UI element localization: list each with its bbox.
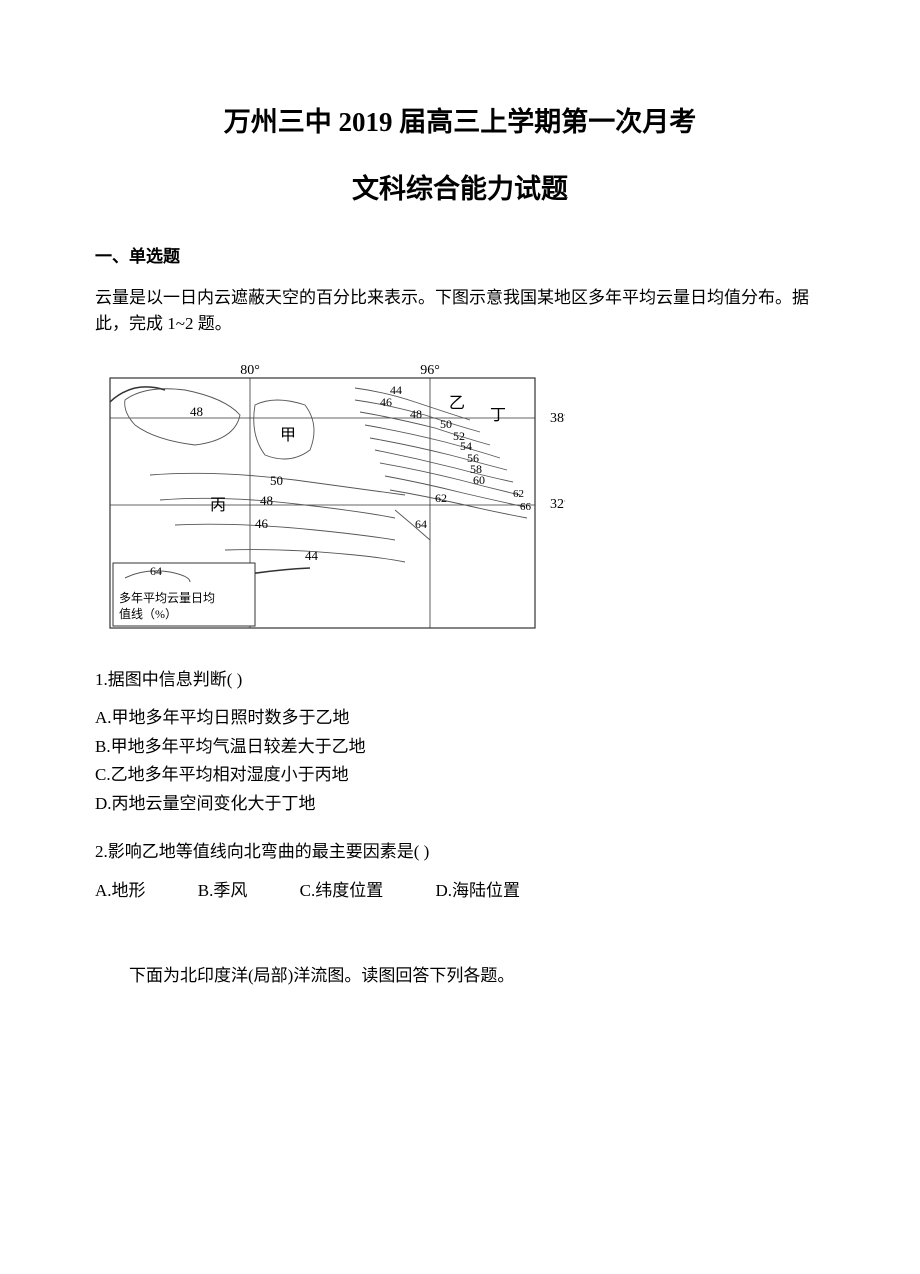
svg-text:甲: 甲: [280, 427, 296, 444]
svg-text:66: 66: [520, 501, 532, 513]
svg-text:48: 48: [190, 404, 203, 419]
svg-text:多年平均云量日均: 多年平均云量日均: [119, 591, 215, 605]
title-main: 万州三中 2019 届高三上学期第一次月考: [95, 100, 825, 139]
svg-text:50: 50: [440, 417, 452, 431]
q1-option-b: B.甲地多年平均气温日较差大于乙地: [95, 733, 825, 762]
contour-map-svg: 80° 96° 38° 32° 48 甲 50 48 丙: [95, 350, 565, 640]
svg-text:62: 62: [435, 491, 447, 505]
intro-paragraph: 云量是以一日内云遮蔽天空的百分比来表示。下图示意我国某地区多年平均云量日均值分布…: [95, 285, 825, 338]
svg-text:丙: 丙: [210, 497, 226, 514]
q2-option-c: C.纬度位置: [300, 876, 384, 901]
svg-text:50: 50: [270, 473, 283, 488]
svg-text:46: 46: [380, 395, 392, 409]
q2-stem: 2.影响乙地等值线向北弯曲的最主要因素是( ): [95, 837, 825, 862]
contour-map-figure: 80° 96° 38° 32° 48 甲 50 48 丙: [95, 350, 825, 645]
svg-text:44: 44: [305, 548, 319, 563]
title-sub: 文科综合能力试题: [95, 167, 825, 206]
q1-option-a: A.甲地多年平均日照时数多于乙地: [95, 704, 825, 733]
lon-label-80: 80°: [240, 363, 260, 378]
svg-text:64: 64: [150, 564, 162, 578]
q1-stem: 1.据图中信息判断( ): [95, 665, 825, 690]
svg-text:48: 48: [260, 493, 273, 508]
q2-options: A.地形 B.季风 C.纬度位置 D.海陆位置: [95, 876, 825, 901]
q1-options: A.甲地多年平均日照时数多于乙地 B.甲地多年平均气温日较差大于乙地 C.乙地多…: [95, 704, 825, 820]
q2-option-b: B.季风: [198, 876, 248, 901]
svg-text:值线（%）: 值线（%）: [119, 606, 177, 621]
svg-text:46: 46: [255, 516, 269, 531]
svg-text:48: 48: [410, 407, 422, 421]
svg-text:丁: 丁: [490, 407, 506, 424]
q1-option-c: C.乙地多年平均相对湿度小于丙地: [95, 761, 825, 790]
lat-label-32: 32°: [550, 497, 565, 512]
svg-text:乙: 乙: [449, 395, 465, 412]
svg-text:64: 64: [415, 517, 427, 531]
svg-text:60: 60: [473, 473, 485, 487]
q2-option-a: A.地形: [95, 876, 146, 901]
lat-label-38: 38°: [550, 411, 565, 426]
section-heading: 一、单选题: [95, 242, 825, 267]
svg-text:62: 62: [513, 488, 524, 500]
q1-option-d: D.丙地云量空间变化大于丁地: [95, 790, 825, 819]
lon-label-96: 96°: [420, 363, 440, 378]
next-intro: 下面为北印度洋(局部)洋流图。读图回答下列各题。: [95, 961, 825, 986]
q2-option-d: D.海陆位置: [435, 876, 520, 901]
